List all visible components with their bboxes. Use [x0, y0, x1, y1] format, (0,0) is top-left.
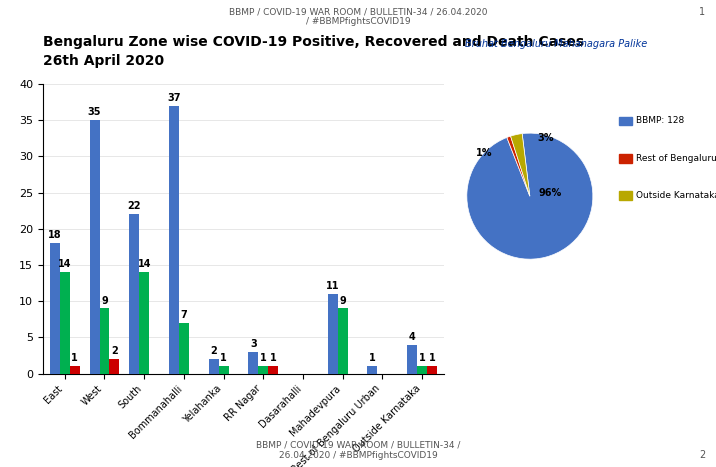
Bar [139, 272, 149, 374]
Text: 1: 1 [221, 354, 227, 363]
Bar [417, 366, 427, 374]
Bar [427, 366, 437, 374]
Text: 1: 1 [72, 354, 78, 363]
Text: Rest of Bengaluru Urban :01: Rest of Bengaluru Urban :01 [636, 154, 716, 163]
Text: 3: 3 [250, 339, 257, 349]
Text: 2: 2 [699, 450, 705, 460]
Text: Bruhat Bengaluru Mahanagara Palike: Bruhat Bengaluru Mahanagara Palike [465, 39, 648, 49]
Bar [367, 366, 377, 374]
Text: BBMP / COVID-19 WAR ROOM / BULLETIN-34 / 26.04.2020
/ #BBMPfightsCOVID19: BBMP / COVID-19 WAR ROOM / BULLETIN-34 /… [228, 7, 488, 27]
Text: 14: 14 [137, 259, 151, 269]
Text: 37: 37 [168, 93, 180, 103]
Text: 1%: 1% [476, 149, 493, 158]
Text: 2: 2 [211, 346, 217, 356]
Bar [110, 359, 120, 374]
Bar [130, 214, 139, 374]
Text: 3%: 3% [537, 133, 554, 143]
Bar [268, 366, 279, 374]
Bar [248, 352, 258, 374]
Text: 18: 18 [48, 230, 62, 241]
Bar [328, 294, 338, 374]
Wedge shape [511, 134, 530, 196]
Bar [169, 106, 179, 374]
Bar [90, 120, 100, 374]
Text: 1: 1 [260, 354, 266, 363]
Bar [69, 366, 79, 374]
Text: 1: 1 [270, 354, 276, 363]
Text: 35: 35 [88, 107, 102, 117]
Bar [50, 243, 60, 374]
Text: 7: 7 [180, 310, 188, 320]
Text: 1: 1 [419, 354, 425, 363]
Bar [208, 359, 218, 374]
Text: 22: 22 [127, 201, 141, 212]
Text: 9: 9 [339, 296, 346, 305]
Text: 9: 9 [101, 296, 108, 305]
Bar [407, 345, 417, 374]
Text: 4: 4 [409, 332, 415, 342]
Text: 26th April 2020: 26th April 2020 [43, 54, 164, 68]
Text: 2: 2 [111, 346, 118, 356]
Bar [218, 366, 228, 374]
Bar [258, 366, 268, 374]
Text: 96%: 96% [538, 188, 561, 198]
Text: 14: 14 [58, 259, 72, 269]
Bar [179, 323, 189, 374]
Text: Bengaluru Zone wise COVID-19 Positive, Recovered and Death Cases: Bengaluru Zone wise COVID-19 Positive, R… [43, 35, 584, 49]
Text: 1: 1 [699, 7, 705, 17]
Text: BBMP: 128: BBMP: 128 [636, 116, 684, 126]
Text: BBMP / COVID-19 WAR ROOM / BULLETIN-34 /
26.04.2020 / #BBMPfightsCOVID19: BBMP / COVID-19 WAR ROOM / BULLETIN-34 /… [256, 440, 460, 460]
Bar [338, 308, 348, 374]
Wedge shape [467, 133, 593, 259]
Wedge shape [507, 136, 530, 196]
Bar [60, 272, 69, 374]
Bar [100, 308, 110, 374]
Text: 1: 1 [369, 354, 376, 363]
Text: 1: 1 [429, 354, 435, 363]
Text: Outside Karnataka: 04: Outside Karnataka: 04 [636, 191, 716, 200]
Text: 11: 11 [326, 281, 339, 291]
